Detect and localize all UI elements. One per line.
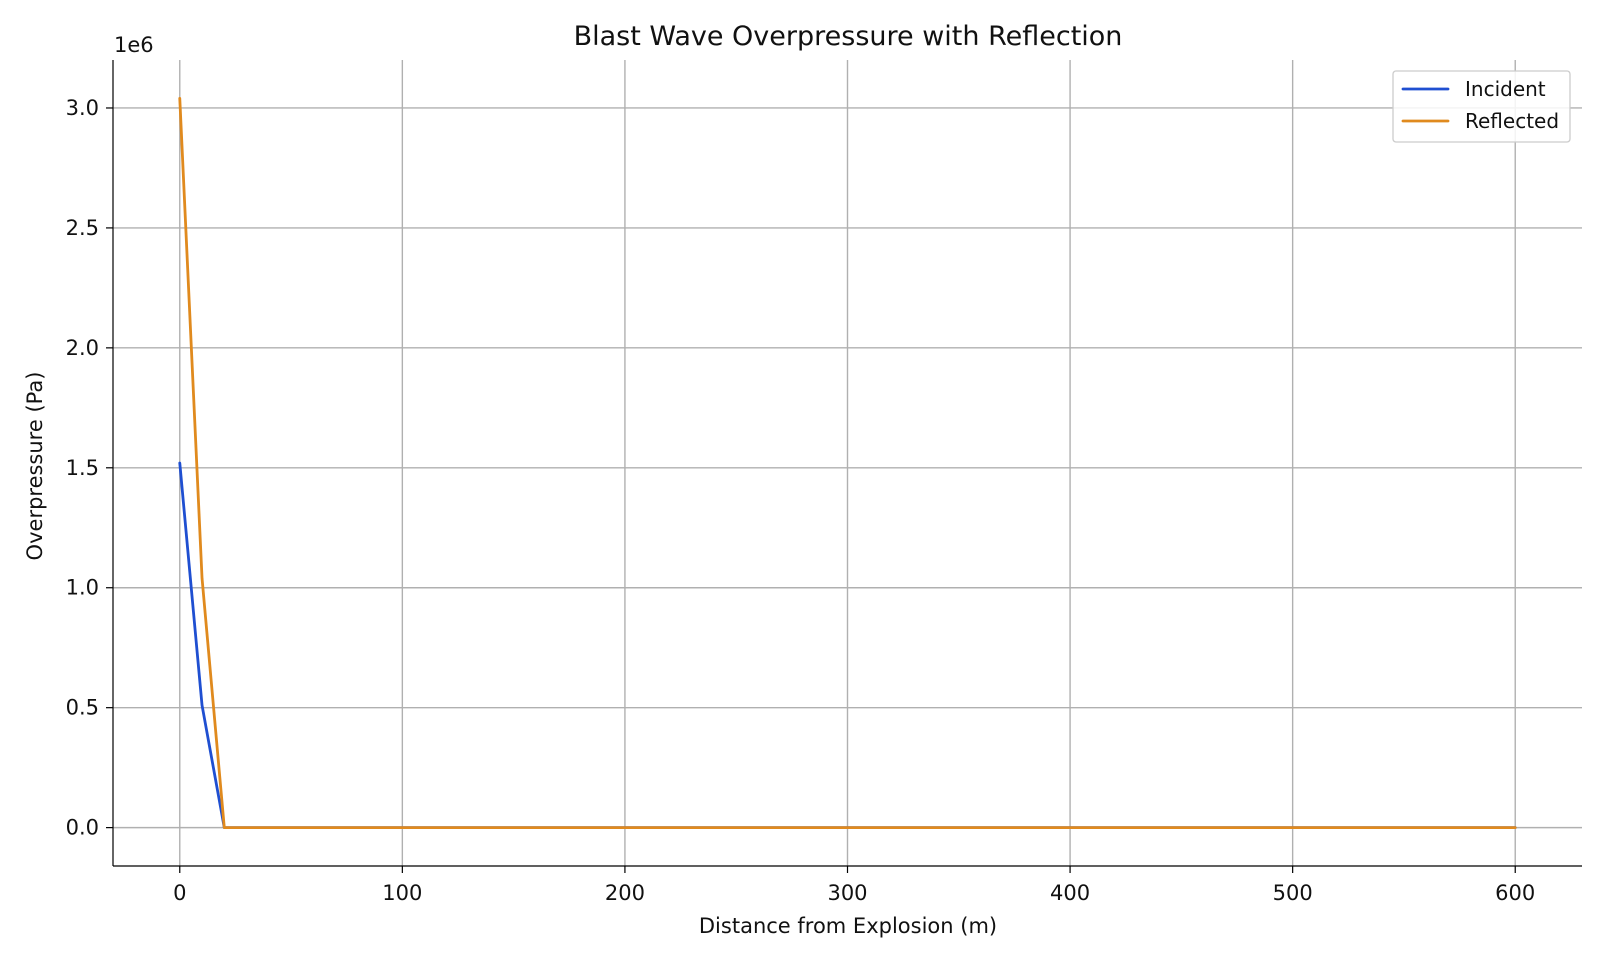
x-tick-label: 0 <box>173 881 186 905</box>
legend-items: Incident Reflected <box>1401 77 1559 133</box>
legend-label-reflected: Reflected <box>1465 109 1559 133</box>
y-tick-label: 0.0 <box>66 816 99 840</box>
y-axis-label: Overpressure (Pa) <box>23 372 47 561</box>
y-axis-offset-text: 1e6 <box>114 33 154 57</box>
y-tick-label: 3.0 <box>66 96 99 120</box>
x-tick-label: 600 <box>1495 881 1535 905</box>
y-tick-label: 2.0 <box>66 336 99 360</box>
x-tick-label: 200 <box>605 881 645 905</box>
series-lines <box>178 96 1517 830</box>
series-line-reflected <box>178 96 1517 830</box>
grid-lines <box>113 60 1582 866</box>
y-tick-label: 0.5 <box>66 696 99 720</box>
x-tick-label: 500 <box>1273 881 1313 905</box>
y-tick-label: 2.5 <box>66 216 99 240</box>
x-axis-label: Distance from Explosion (m) <box>699 914 997 938</box>
y-tick-label: 1.0 <box>66 576 99 600</box>
x-tick-label: 300 <box>827 881 867 905</box>
legend: Incident Reflected <box>1392 70 1571 143</box>
chart-title: Blast Wave Overpressure with Reflection <box>574 21 1123 52</box>
x-tick-label: 100 <box>382 881 422 905</box>
legend-label-incident: Incident <box>1465 77 1546 101</box>
x-tick-label: 400 <box>1050 881 1090 905</box>
y-tick-label: 1.5 <box>66 456 99 480</box>
axis-ticks: 0 100 200 300 400 500 600 0.0 0.5 1.0 1.5 2.0 2.5 3.0 <box>66 96 1536 905</box>
